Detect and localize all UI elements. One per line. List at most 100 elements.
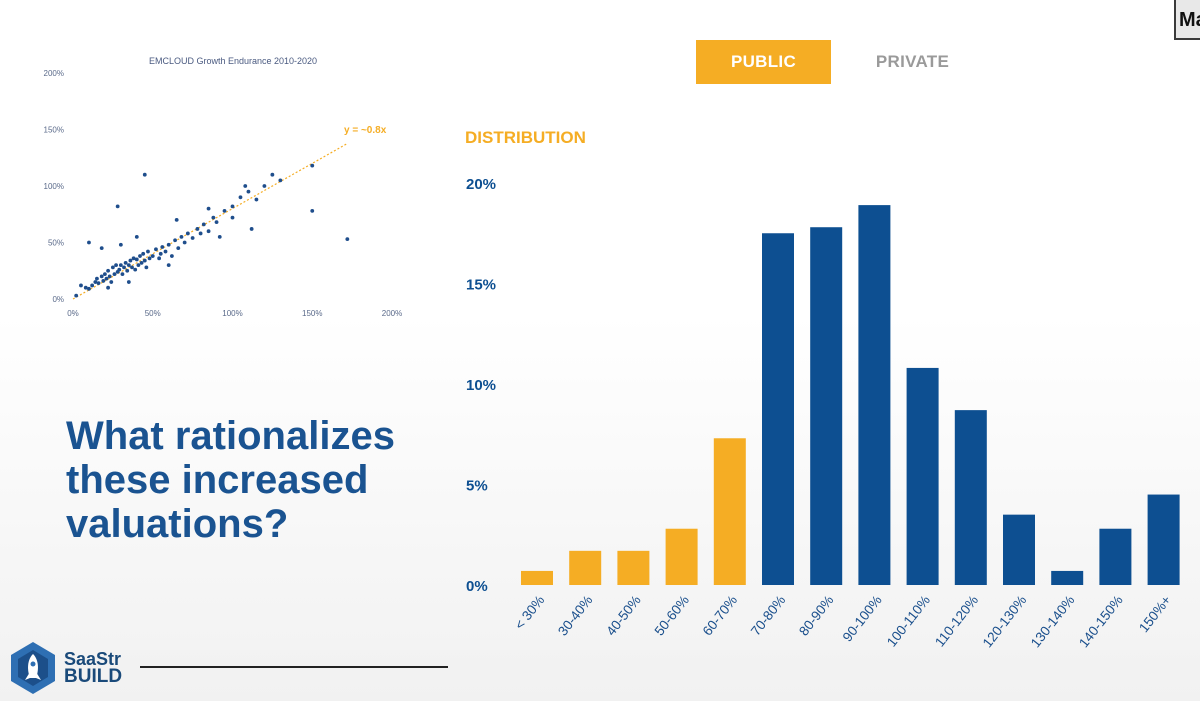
- scatter-point: [87, 286, 91, 291]
- scatter-point: [166, 242, 171, 247]
- scatter-point: [310, 208, 315, 213]
- scatter-point: [246, 189, 251, 194]
- scatter-point: [107, 274, 112, 279]
- scatter-point: [139, 260, 144, 265]
- scatter-y-tick-label: 0%: [52, 295, 64, 304]
- scatter-x-tick-label: 50%: [145, 309, 161, 318]
- bar: [713, 438, 746, 585]
- bar: [906, 367, 939, 585]
- bar: [762, 233, 794, 585]
- scatter-point: [118, 242, 123, 247]
- scatter-point: [79, 283, 83, 288]
- page-headline: What rationalizes these increased valuat…: [66, 414, 395, 546]
- scatter-point: [125, 268, 130, 273]
- scatter-point: [95, 276, 99, 281]
- scatter-point: [134, 234, 139, 239]
- scatter-point: [141, 251, 146, 256]
- bar: [617, 550, 650, 585]
- scatter-point: [150, 254, 155, 258]
- scatter-point: [173, 238, 177, 243]
- scatter-point: [96, 281, 101, 286]
- scatter-point: [345, 237, 350, 242]
- scatter-point: [198, 231, 203, 236]
- bar: [1147, 494, 1180, 585]
- scatter-point: [163, 249, 168, 254]
- bar: [858, 205, 891, 586]
- scatter-point: [123, 260, 128, 265]
- bar: [954, 410, 987, 585]
- scatter-point: [126, 263, 131, 267]
- logo-line-build: BUILD: [64, 666, 123, 687]
- scatter-point: [134, 257, 139, 262]
- scatter-point: [147, 256, 152, 261]
- scatter-point: [217, 234, 222, 239]
- scatter-y-tick-label: 200%: [44, 69, 64, 78]
- scatter-point: [104, 276, 109, 281]
- logo-wordmark: SaaStr BUILD: [64, 650, 122, 686]
- scatter-point: [185, 231, 190, 236]
- scatter-x-tick-label: 0%: [67, 309, 79, 318]
- scatter-point: [157, 256, 162, 261]
- scatter-point: [166, 263, 171, 267]
- bar: [1003, 514, 1035, 585]
- scatter-point: [144, 265, 149, 270]
- scatter-x-tick-label: 150%: [302, 309, 322, 318]
- scatter-point: [174, 218, 179, 222]
- scatter-point: [179, 234, 184, 239]
- scatter-point: [195, 227, 200, 231]
- scatter-point: [130, 265, 134, 270]
- scatter-point: [214, 220, 219, 225]
- scatter-point: [110, 265, 115, 270]
- scatter-point: [154, 247, 158, 252]
- scatter-point: [142, 258, 147, 263]
- bar: [569, 550, 602, 585]
- scatter-point: [249, 227, 254, 231]
- scatter-point: [103, 272, 107, 277]
- scatter-point: [106, 268, 110, 273]
- scatter-title: EMCLOUD Growth Endurance 2010-2020: [149, 56, 317, 66]
- scatter-x-tick-label: 100%: [222, 309, 242, 318]
- scatter-point: [136, 263, 141, 267]
- scatter-point: [133, 267, 138, 272]
- scatter-point: [138, 254, 142, 258]
- scatter-point: [101, 279, 106, 283]
- logo-line-saastr: SaaStr: [64, 649, 122, 669]
- scatter-point: [158, 251, 163, 256]
- scatter-point: [117, 267, 122, 272]
- scatter-y-tick-label: 50%: [48, 239, 64, 248]
- y-tick-label: 15%: [466, 277, 496, 294]
- bar: [810, 227, 843, 585]
- scatter-point: [201, 222, 206, 227]
- scatter-point: [115, 204, 120, 209]
- scatter-point: [176, 246, 181, 251]
- scatter-point: [190, 236, 195, 240]
- scatter-point: [238, 195, 243, 200]
- bar: [1051, 570, 1084, 585]
- scatter-point: [230, 204, 235, 209]
- bar: [1099, 528, 1132, 585]
- scatter-point: [126, 280, 131, 284]
- scatter-point: [243, 184, 248, 188]
- scatter-point: [182, 240, 187, 245]
- scatter-point: [278, 178, 283, 183]
- tab-private[interactable]: PRIVATE: [875, 52, 950, 71]
- scatter-point: [262, 184, 267, 188]
- y-tick-label: 5%: [466, 478, 488, 495]
- scatter-point: [128, 258, 133, 263]
- bar: [665, 528, 698, 585]
- scatter-point: [74, 293, 79, 298]
- scatter-point: [106, 285, 110, 290]
- scatter-point: [122, 265, 126, 270]
- tab-public[interactable]: PUBLIC: [696, 40, 831, 84]
- scatter-point: [109, 280, 114, 284]
- scatter-point: [120, 272, 125, 277]
- scatter-point: [254, 197, 259, 202]
- scatter-point: [230, 215, 235, 220]
- scatter-point: [118, 263, 123, 267]
- scatter-y-tick-label: 100%: [44, 182, 64, 191]
- scatter-point: [83, 285, 88, 290]
- scatter-point: [206, 206, 211, 211]
- y-tick-label: 20%: [466, 176, 496, 193]
